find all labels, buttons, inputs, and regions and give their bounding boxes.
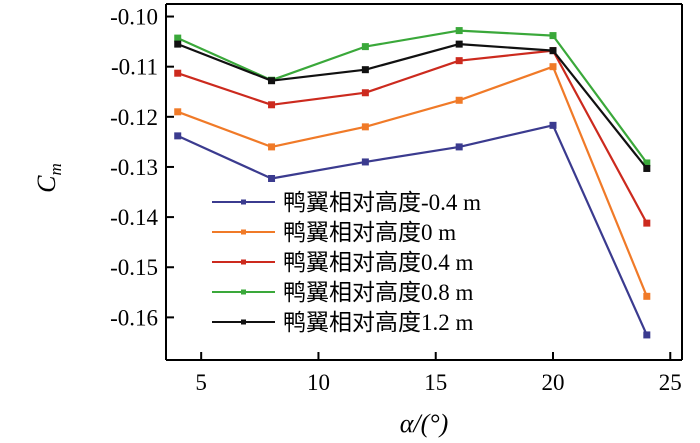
series-line [177,49,648,224]
legend-marker [241,259,246,265]
data-point [549,121,557,129]
x-tick-label: 25 [659,370,682,395]
data-point [361,123,369,131]
data-point [361,66,369,74]
legend-label: 鸭翼相对高度0.8 m [283,280,474,305]
legend-marker [241,319,246,325]
series-0 [174,121,651,339]
x-ticks: 5 10 15 20 25 [195,352,682,395]
axes [165,3,683,361]
data-point [268,174,276,182]
data-point [361,43,369,51]
legend-marker [241,199,246,205]
data-point [174,108,182,116]
data-point [643,159,651,167]
legend: 鸭翼相对高度-0.4 m 鸭翼相对高度0 m 鸭翼相对高度0.4 m 鸭翼相对高度0.… [200,184,578,344]
data-point [174,132,182,140]
legend-label: 鸭翼相对高度1.2 m [283,310,474,335]
data-point [549,63,557,71]
y-tick-label: -0.16 [110,305,158,330]
legend-label: 鸭翼相对高度0 m [283,220,456,245]
data-point [549,32,557,40]
y-tick-label: -0.12 [110,105,158,130]
series-1 [174,63,651,300]
legend-item: 鸭翼相对高度0 m [212,220,456,245]
legend-marker [241,229,246,235]
data-point [268,77,276,85]
legend-label: 鸭翼相对高度0.4 m [283,250,474,275]
legend-marker [241,289,246,295]
y-axis-label: Cm [32,163,65,193]
legend-label: 鸭翼相对高度-0.4 m [283,190,481,215]
data-point [455,40,463,48]
y-ticks: -0.10 -0.11 -0.12 -0.13 -0.14 -0.15 -0.16 [110,5,174,330]
y-axis-label-main: C [32,175,61,193]
x-tick-label: 10 [307,370,330,395]
legend-item: 鸭翼相对高度0.4 m [212,250,474,275]
series-line [177,29,648,164]
data-point [455,57,463,65]
y-tick-label: -0.13 [110,155,158,180]
data-point [361,89,369,97]
series-line [177,42,648,170]
legend-item: 鸭翼相对高度1.2 m [212,310,474,335]
legend-item: 鸭翼相对高度-0.4 m [212,190,481,215]
series-line [177,124,648,336]
y-tick-label: -0.15 [110,255,158,280]
data-point [455,143,463,151]
legend-item: 鸭翼相对高度0.8 m [212,280,474,305]
data-point [361,158,369,166]
series-4 [174,40,651,172]
svg-text:Cm: Cm [32,163,65,193]
x-tick-label: 5 [195,370,207,395]
x-axis-label: α/(°) [400,409,449,438]
data-point [455,27,463,35]
series-line [177,65,648,297]
y-axis-label-subscript: m [46,163,65,175]
data-point [549,47,557,55]
data-point [643,292,651,300]
data-point [643,164,651,172]
y-tick-label: -0.10 [110,5,158,30]
legend-background [200,184,578,344]
y-tick-label: -0.11 [111,55,158,80]
y-tick-label: -0.14 [110,205,158,230]
data-point [268,101,276,109]
data-point [174,40,182,48]
data-point [174,34,182,42]
data-point [643,219,651,227]
x-tick-label: 15 [424,370,447,395]
data-point [268,143,276,151]
data-point [455,96,463,104]
data-point [643,331,651,339]
x-tick-label: 20 [542,370,565,395]
data-point [174,69,182,77]
series [174,27,651,339]
